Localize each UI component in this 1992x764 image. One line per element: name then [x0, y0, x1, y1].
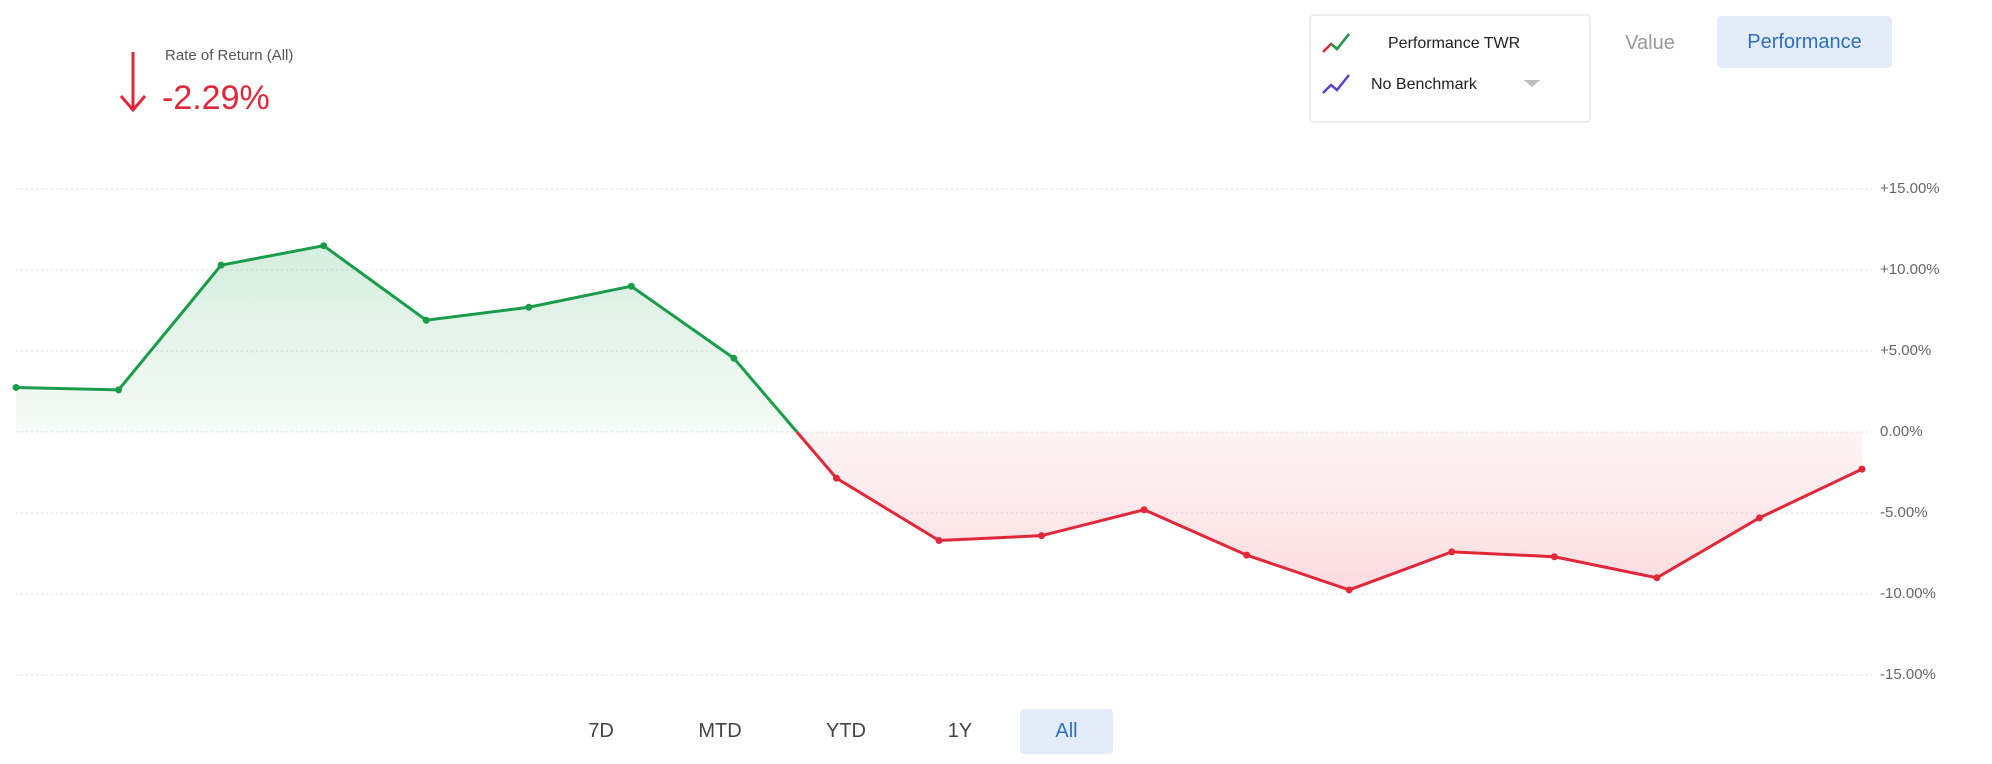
- range-button[interactable]: 7D: [588, 720, 614, 742]
- point: [1243, 551, 1251, 559]
- legend-box: [1309, 14, 1591, 123]
- range-button[interactable]: YTD: [826, 720, 866, 742]
- area: [16, 245, 797, 432]
- line: [795, 431, 1863, 592]
- dropdown-caret[interactable]: [1524, 80, 1540, 87]
- legend-icon: [1330, 33, 1350, 51]
- benchmark-icon: [1322, 74, 1350, 94]
- range-button-active[interactable]: All: [1020, 709, 1113, 754]
- point: [1140, 506, 1148, 514]
- y-tick-label: +15.00%: [1880, 180, 1940, 197]
- y-tick-label: -10.00%: [1880, 585, 1936, 602]
- range-button[interactable]: MTD: [698, 720, 742, 742]
- point: [1345, 586, 1353, 594]
- y-tick-label: +10.00%: [1880, 261, 1940, 278]
- point: [115, 386, 123, 394]
- point: [1755, 514, 1763, 522]
- area: [796, 432, 1862, 590]
- y-tick-label: -15.00%: [1880, 666, 1936, 683]
- y-tick-label: 0.00%: [1880, 423, 1923, 440]
- summary-value: -2.29%: [162, 79, 270, 117]
- point: [422, 316, 430, 324]
- point: [1550, 553, 1558, 561]
- down-arrow: [119, 52, 147, 113]
- point: [12, 383, 20, 391]
- toggle-button-active[interactable]: Performance: [1717, 16, 1892, 68]
- point: [1448, 548, 1456, 556]
- point: [935, 537, 943, 545]
- point: [627, 282, 635, 290]
- legend-label: Performance TWR: [1388, 35, 1520, 52]
- point: [730, 354, 738, 362]
- point: [217, 261, 225, 269]
- point: [320, 242, 328, 250]
- toggle-button[interactable]: Value: [1625, 31, 1675, 54]
- point: [1038, 532, 1046, 540]
- range-button[interactable]: 1Y: [947, 720, 973, 742]
- point: [525, 303, 533, 311]
- y-tick-label: +5.00%: [1880, 342, 1931, 359]
- point: [1653, 574, 1661, 582]
- benchmark-select[interactable]: No Benchmark: [1371, 76, 1478, 93]
- point: [832, 474, 840, 482]
- point: [1858, 465, 1866, 473]
- y-tick-label: -5.00%: [1880, 504, 1928, 521]
- summary-label: Rate of Return (All): [165, 47, 293, 64]
